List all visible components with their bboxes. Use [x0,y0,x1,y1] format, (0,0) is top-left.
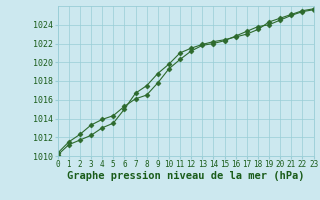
X-axis label: Graphe pression niveau de la mer (hPa): Graphe pression niveau de la mer (hPa) [67,171,304,181]
